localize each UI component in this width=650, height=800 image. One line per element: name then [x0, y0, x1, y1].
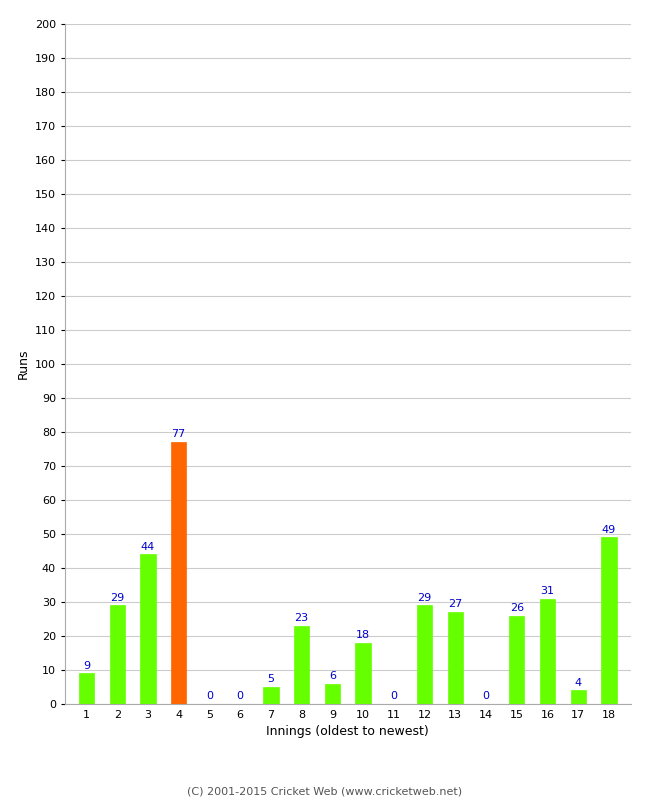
Text: 29: 29 — [417, 593, 432, 602]
Text: (C) 2001-2015 Cricket Web (www.cricketweb.net): (C) 2001-2015 Cricket Web (www.cricketwe… — [187, 786, 463, 796]
Text: 0: 0 — [482, 691, 489, 702]
Text: 5: 5 — [267, 674, 274, 684]
Text: 44: 44 — [141, 542, 155, 552]
Bar — [171, 442, 187, 704]
Text: 49: 49 — [602, 525, 616, 534]
Bar — [601, 538, 617, 704]
Text: 77: 77 — [172, 430, 186, 439]
Text: 31: 31 — [541, 586, 554, 596]
Bar — [263, 687, 279, 704]
Text: 27: 27 — [448, 599, 462, 610]
Text: 0: 0 — [391, 691, 397, 702]
Bar — [571, 690, 586, 704]
Bar — [140, 554, 155, 704]
Bar — [417, 606, 432, 704]
Bar — [325, 683, 340, 704]
Bar — [356, 643, 370, 704]
X-axis label: Innings (oldest to newest): Innings (oldest to newest) — [266, 725, 429, 738]
Text: 6: 6 — [329, 671, 336, 681]
Bar — [294, 626, 309, 704]
Bar — [110, 606, 125, 704]
Text: 9: 9 — [83, 661, 90, 670]
Text: 0: 0 — [206, 691, 213, 702]
Bar — [540, 598, 555, 704]
Text: 0: 0 — [237, 691, 244, 702]
Text: 26: 26 — [510, 603, 524, 613]
Text: 29: 29 — [110, 593, 124, 602]
Y-axis label: Runs: Runs — [16, 349, 29, 379]
Bar — [79, 674, 94, 704]
Bar — [509, 616, 525, 704]
Bar — [448, 612, 463, 704]
Text: 18: 18 — [356, 630, 370, 640]
Text: 23: 23 — [294, 613, 309, 623]
Text: 4: 4 — [575, 678, 582, 688]
